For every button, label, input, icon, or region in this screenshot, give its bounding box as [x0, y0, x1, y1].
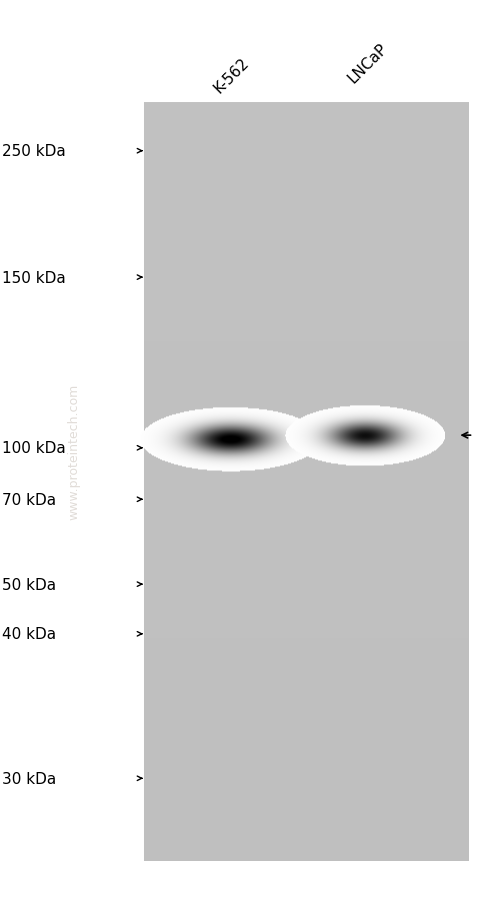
Text: 50 kDa: 50 kDa	[2, 577, 56, 592]
Text: K-562: K-562	[211, 56, 252, 97]
Text: 250 kDa: 250 kDa	[2, 144, 66, 159]
Text: 70 kDa: 70 kDa	[2, 492, 56, 507]
Text: LNCaP: LNCaP	[345, 41, 390, 86]
Text: 100 kDa: 100 kDa	[2, 441, 66, 456]
Text: 150 kDa: 150 kDa	[2, 271, 66, 285]
Text: www.proteintech.com: www.proteintech.com	[68, 383, 81, 519]
Text: 40 kDa: 40 kDa	[2, 627, 56, 641]
Text: 30 kDa: 30 kDa	[2, 771, 56, 786]
